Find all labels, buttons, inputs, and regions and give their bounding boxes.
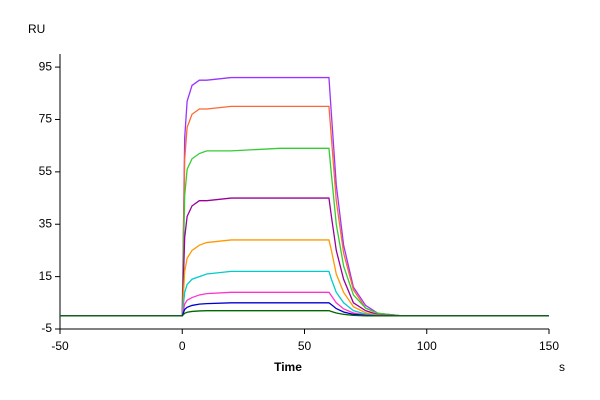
x-axis-label: Time [274,360,302,374]
y-tick-label: -5 [41,321,52,335]
x-tick-label: 150 [539,339,559,353]
series-line [60,76,549,317]
x-tick-label: 100 [417,339,437,353]
y-tick-label: 15 [39,269,53,283]
series-line [60,105,549,317]
series-line [60,147,549,317]
y-tick-label: 75 [39,112,53,126]
x-tick-label: 50 [298,339,312,353]
series-line [60,239,549,317]
series-line [60,291,549,317]
x-tick-label: 0 [179,339,186,353]
series-line [60,197,549,317]
series-line [60,302,549,317]
x-axis-unit: s [559,360,565,374]
x-tick-label: -50 [51,339,69,353]
y-tick-label: 55 [39,164,53,178]
y-tick-label: 35 [39,216,53,230]
y-tick-label: 95 [39,59,53,73]
series-line [60,270,549,317]
series-line [60,310,549,317]
y-axis-label: RU [28,22,45,36]
